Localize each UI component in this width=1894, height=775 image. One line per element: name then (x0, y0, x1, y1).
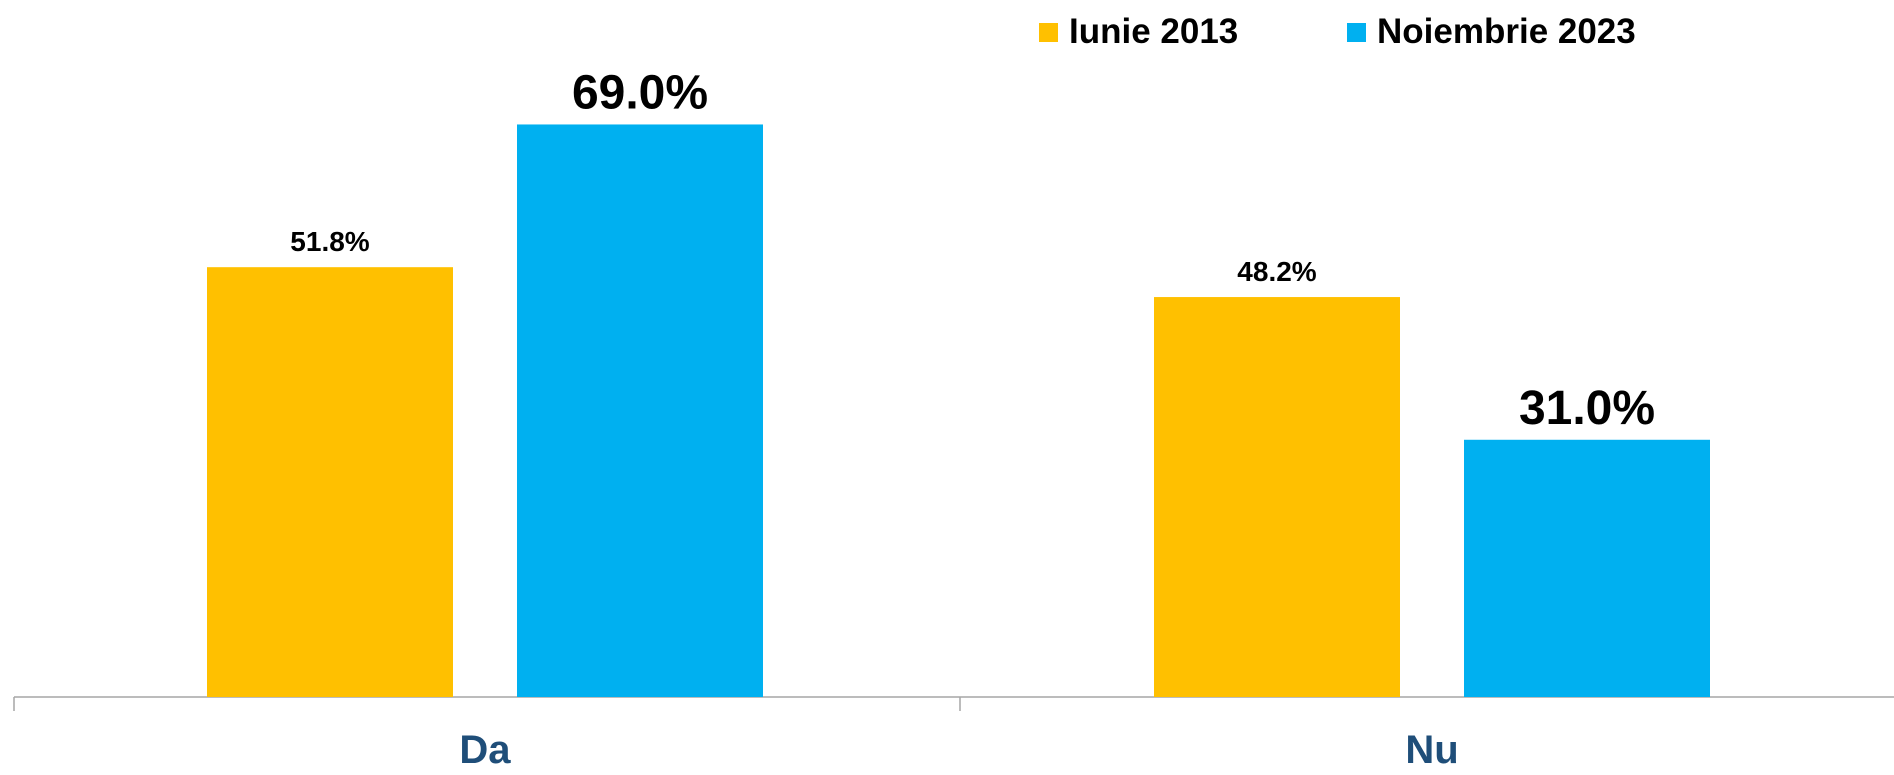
legend-label-0: Iunie 2013 (1069, 12, 1238, 51)
bar-noiembrie-2023-nu (1464, 439, 1710, 697)
bar-iunie-2013-da (207, 267, 453, 697)
x-tick-label-da: Da (459, 728, 511, 770)
legend-label-1: Noiembrie 2023 (1377, 12, 1636, 51)
bar-iunie-2013-nu (1154, 297, 1400, 697)
x-tick-label-nu: Nu (1405, 728, 1458, 770)
data-label: 31.0% (1519, 382, 1655, 435)
data-label: 48.2% (1237, 256, 1316, 287)
legend-swatch-0 (1039, 23, 1058, 42)
legend-swatch-1 (1347, 23, 1366, 42)
data-label: 51.8% (290, 226, 369, 257)
data-label: 69.0% (572, 66, 708, 119)
bar-noiembrie-2023-da (517, 124, 763, 697)
